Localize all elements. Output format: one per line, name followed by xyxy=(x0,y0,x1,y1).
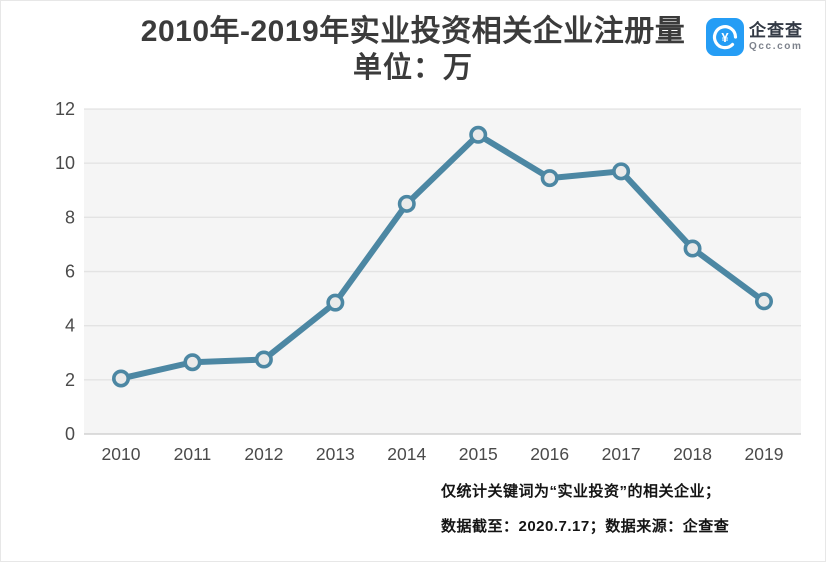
data-point-2016[interactable] xyxy=(540,169,559,188)
chart-footnote: 仅统计关键词为“实业投资”的相关企业； 数据截至：2020.7.17；数据来源：… xyxy=(441,480,729,550)
data-point-2011[interactable] xyxy=(183,353,202,372)
data-point-2014[interactable] xyxy=(397,194,416,213)
data-line xyxy=(118,131,767,382)
x-tick-label-2016: 2016 xyxy=(530,444,569,464)
footnote-line-1: 仅统计关键词为“实业投资”的相关企业； xyxy=(441,483,721,500)
logo-domain-name: Qcc.com xyxy=(749,41,803,52)
x-tick-label-2014: 2014 xyxy=(387,444,426,464)
x-tick-label-2012: 2012 xyxy=(244,444,283,464)
qcc-logo[interactable]: ¥ 企查查 Qcc.com xyxy=(706,18,803,56)
y-tick-label-2: 2 xyxy=(65,370,75,390)
line-chart: 0 2 4 6 8 10 12 2010 2011 2012 2013 2014 2015 2016 201… xyxy=(55,99,801,464)
x-tick-label-2019: 2019 xyxy=(745,444,784,464)
x-tick-label-2013: 2013 xyxy=(316,444,355,464)
y-tick-label-10: 10 xyxy=(55,153,75,173)
qcc-icon-glyph: ¥ xyxy=(721,30,729,45)
y-tick-label-8: 8 xyxy=(65,207,75,227)
data-point-2015[interactable] xyxy=(469,125,488,144)
x-tick-label-2011: 2011 xyxy=(174,444,212,464)
data-point-2012[interactable] xyxy=(254,350,273,369)
logo-brand-name: 企查查 xyxy=(749,21,803,40)
x-tick-label-2015: 2015 xyxy=(459,444,498,464)
x-tick-label-2010: 2010 xyxy=(102,444,141,464)
chart-subtitle: 单位：万 xyxy=(352,52,473,84)
chart-title: 2010年-2019年实业投资相关企业注册量 xyxy=(140,15,686,48)
data-point-2018[interactable] xyxy=(683,239,702,258)
data-point-2017[interactable] xyxy=(612,162,631,181)
x-tick-label-2017: 2017 xyxy=(602,444,641,464)
y-tick-label-0: 0 xyxy=(65,424,75,444)
y-tick-label-4: 4 xyxy=(65,316,75,336)
footnote-line-2: 数据截至：2020.7.17；数据来源：企查查 xyxy=(441,518,730,535)
data-point-2019[interactable] xyxy=(754,292,773,311)
y-tick-label-6: 6 xyxy=(65,262,75,282)
data-point-2010[interactable] xyxy=(112,369,131,388)
qcc-logo-text: 企查查 Qcc.com xyxy=(749,22,803,52)
data-point-2013[interactable] xyxy=(326,293,345,312)
chart-header: 2010年-2019年实业投资相关企业注册量 单位：万 xyxy=(1,13,825,85)
y-tick-label-12: 12 xyxy=(55,99,75,119)
qcc-logo-icon: ¥ xyxy=(706,18,744,56)
x-tick-label-2018: 2018 xyxy=(673,444,712,464)
